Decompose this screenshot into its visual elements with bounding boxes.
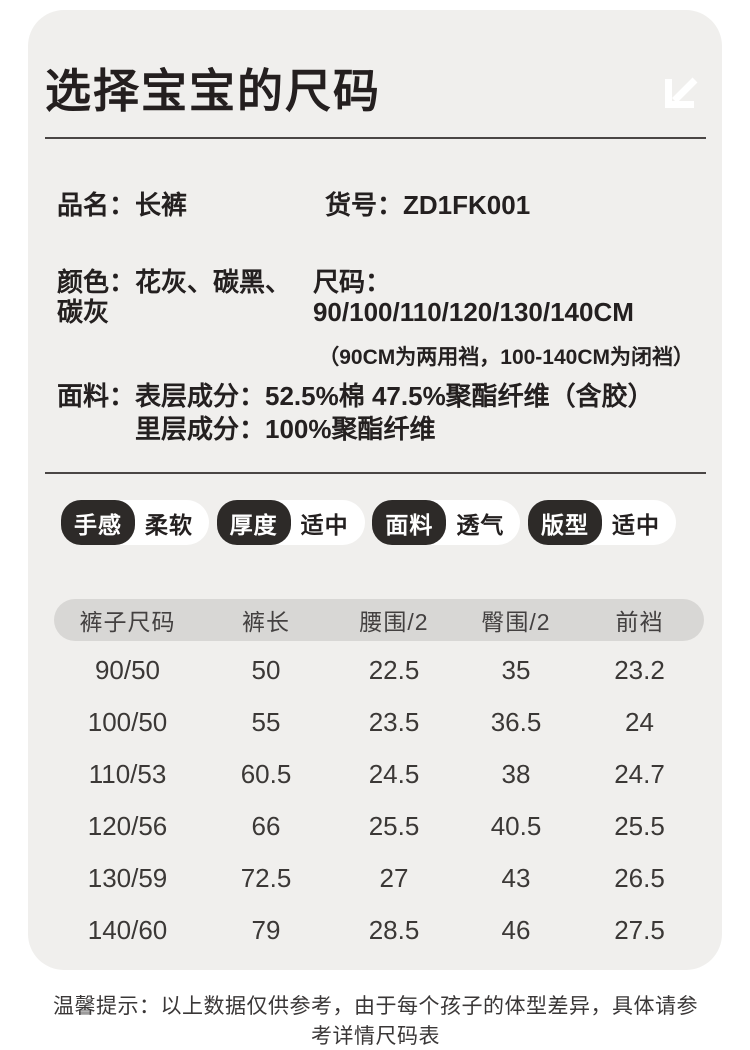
product-color: 颜色：花灰、碳黑、碳灰 — [57, 268, 313, 328]
col-header-front-rise: 前裆 — [615, 609, 664, 636]
product-name-label: 品名： — [57, 189, 136, 220]
badge-thickness: 厚度 适中 — [216, 500, 365, 546]
size-table: 裤子尺码 裤长 腰围/2 臀围/2 前裆 90/50 50 22.5 35 23… — [54, 599, 704, 956]
cell: 38 — [501, 758, 531, 789]
product-fabric-label: 面料： — [57, 381, 136, 412]
badge-label: 厚度 — [216, 500, 291, 546]
down-left-arrow-icon — [665, 77, 698, 108]
fabric-outer-layer: 表层成分：52.5%棉 47.5%聚酯纤维（含胶） — [135, 381, 654, 412]
cell: 79 — [251, 914, 281, 945]
cell: 90/50 — [94, 654, 161, 685]
table-row: 110/53 60.5 24.5 38 24.7 — [54, 748, 704, 800]
badge-label: 手感 — [61, 500, 135, 546]
product-size-value: 90/100/110/120/130/140CM — [312, 297, 634, 328]
badge-fabric: 面料 透气 — [372, 500, 521, 546]
product-name: 品名：长裤 — [57, 189, 325, 221]
col-header-pants-size: 裤子尺码 — [79, 609, 176, 636]
cell: 120/56 — [87, 810, 168, 841]
product-fabric: 面料： 表层成分：52.5%棉 47.5%聚酯纤维（含胶） 里层成分：100%聚… — [57, 380, 694, 446]
header: 选择宝宝的尺码 — [45, 10, 706, 117]
cell: 26.5 — [614, 862, 665, 893]
page-title: 选择宝宝的尺码 — [45, 65, 381, 117]
table-row: 140/60 79 28.5 46 27.5 — [54, 904, 704, 956]
cell: 55 — [251, 706, 281, 737]
info-row-color-size: 颜色：花灰、碳黑、碳灰 尺码：90/100/110/120/130/140CM — [57, 268, 694, 328]
cell: 72.5 — [240, 862, 292, 893]
product-size-label: 尺码： — [312, 267, 391, 298]
col-header-hip: 臀围/2 — [481, 609, 551, 636]
product-name-value: 长裤 — [135, 189, 188, 220]
fabric-inner-layer: 里层成分：100%聚酯纤维 — [135, 414, 436, 445]
badge-label: 版型 — [527, 500, 602, 546]
cell: 130/59 — [87, 862, 168, 893]
cell: 40.5 — [490, 810, 542, 841]
badge-value: 透气 — [456, 511, 505, 538]
cell: 35 — [501, 654, 531, 685]
badge-value: 柔软 — [145, 511, 193, 538]
cell: 36.5 — [490, 706, 542, 737]
product-sku-label: 货号： — [325, 189, 404, 220]
col-header-pants-length: 裤长 — [242, 609, 290, 636]
cell: 24.5 — [368, 758, 420, 789]
size-table-header: 裤子尺码 裤长 腰围/2 臀围/2 前裆 — [54, 599, 704, 642]
cell: 25.5 — [614, 810, 665, 841]
product-sku: 货号：ZD1FK001 — [325, 189, 531, 221]
cell: 27 — [379, 862, 409, 893]
table-row: 100/50 55 23.5 36.5 24 — [54, 696, 704, 748]
product-color-value: 花灰、碳黑、碳灰 — [57, 267, 292, 328]
badge-hand-feel: 手感 柔软 — [61, 500, 209, 546]
cell: 24.7 — [614, 758, 665, 789]
cell: 66 — [251, 810, 281, 841]
friendly-reminder: 温馨提示：以上数据仅供参考，由于每个孩子的体型差异，具体请参考详情尺码表 — [53, 995, 698, 1049]
table-row: 120/56 66 25.5 40.5 25.5 — [54, 800, 704, 852]
badge-value: 适中 — [611, 511, 660, 538]
product-fabric-lines: 表层成分：52.5%棉 47.5%聚酯纤维（含胶） 里层成分：100%聚酯纤维 — [135, 380, 654, 446]
col-header-waist: 腰围/2 — [359, 609, 429, 636]
section-divider — [45, 472, 706, 475]
cell: 23.5 — [368, 706, 420, 737]
table-row: 130/59 72.5 27 43 26.5 — [54, 852, 704, 904]
table-row: 90/50 50 22.5 35 23.2 — [54, 644, 704, 696]
cell: 46 — [501, 914, 531, 945]
cell: 50 — [251, 654, 281, 685]
cell: 22.5 — [368, 654, 420, 685]
cell: 140/60 — [87, 914, 168, 945]
cell: 27.5 — [614, 914, 665, 945]
cell: 23.2 — [614, 654, 665, 685]
cell: 100/50 — [87, 706, 168, 737]
product-size: 尺码：90/100/110/120/130/140CM — [313, 268, 694, 328]
cell: 110/53 — [88, 758, 167, 789]
badge-fit: 版型 适中 — [527, 500, 676, 546]
size-table-body: 90/50 50 22.5 35 23.2 100/50 55 23.5 36.… — [54, 644, 704, 956]
cell: 24 — [625, 706, 654, 737]
cell: 60.5 — [240, 758, 292, 789]
badge-value: 适中 — [300, 511, 349, 538]
product-sku-value: ZD1FK001 — [403, 189, 531, 220]
cell: 25.5 — [368, 810, 420, 841]
product-info: 品名：长裤 货号：ZD1FK001 颜色：花灰、碳黑、碳灰 尺码：90/100/… — [45, 189, 706, 447]
cell: 28.5 — [368, 914, 420, 945]
feature-badges: 手感 柔软 厚度 适中 面料 透气 版型 适中 — [45, 500, 706, 546]
size-guide-card: 选择宝宝的尺码 品名：长裤 货号：ZD1FK001 颜色：花灰、碳黑、碳灰 尺码… — [28, 10, 722, 1048]
badge-label: 面料 — [372, 500, 447, 546]
crotch-note: （90CM为两用裆，100-140CM为闭裆） — [318, 346, 694, 370]
info-row-name-sku: 品名：长裤 货号：ZD1FK001 — [57, 189, 694, 221]
cell: 43 — [501, 862, 531, 893]
product-color-label: 颜色： — [57, 267, 136, 298]
header-divider — [45, 136, 706, 139]
